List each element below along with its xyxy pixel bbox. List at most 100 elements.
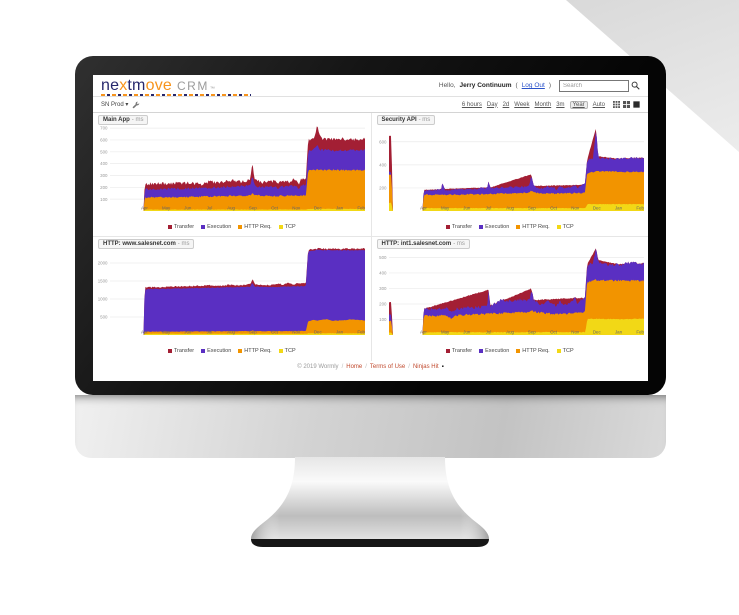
legend-item: Execution: [479, 224, 509, 230]
range-3m[interactable]: 3m: [556, 101, 565, 108]
chart-plot[interactable]: 100 200 300 400 500 600 700 Apr May Jun Jul Aug Sep O…: [93, 115, 369, 223]
x-tick-label: Oct: [550, 329, 558, 334]
legend-item: TCP: [556, 223, 574, 230]
logout-link[interactable]: Log Out: [521, 82, 545, 89]
range-day[interactable]: Day: [486, 101, 498, 108]
x-tick-label: Jul: [207, 329, 213, 334]
x-tick-label: Nov: [571, 205, 580, 210]
legend-swatch: [167, 348, 172, 353]
legend-swatch: [278, 348, 283, 353]
app-footer: © 2019 Wormly / Home / Terms of Use / Ni…: [93, 361, 648, 373]
legend-item: Transfer: [445, 347, 473, 354]
y-tick-label: 200: [100, 185, 108, 190]
legend-swatch: [445, 224, 450, 229]
legend-swatch: [556, 224, 561, 229]
legend-item: Execution: [201, 348, 231, 354]
monitor-bezel: nextmove CRM ™ Hello, Jerry Continuum ( …: [75, 56, 666, 395]
x-tick-label: May: [440, 329, 449, 334]
x-tick-label: May: [162, 205, 171, 210]
y-tick-label: 600: [100, 138, 108, 143]
paren-close: ): [548, 82, 551, 89]
chart-panel-int1-salesnet[interactable]: HTTP: int1.salesnet.com - ms 100 200 300 400…: [370, 237, 649, 361]
legend-swatch: [238, 224, 243, 229]
chart-panel-security-api[interactable]: Security API - ms 200 400 600 Apr May Jun Jul Au…: [370, 113, 648, 237]
chart-panel-main-app[interactable]: Main App - ms 100 200 300 400 500 600 700 Apr May…: [93, 113, 371, 237]
layout-single-icon[interactable]: [633, 101, 640, 108]
legend-label: HTTP Req.: [522, 223, 550, 230]
x-tick-label: Jul: [207, 205, 213, 210]
footer-separator: /: [408, 364, 410, 370]
x-tick-label: May: [162, 329, 171, 334]
x-tick-label: May: [440, 205, 449, 210]
chart-panel-www-salesnet[interactable]: HTTP: www.salesnet.com - ms 500 1000 1500 20…: [93, 237, 371, 361]
legend-label: HTTP Req.: [244, 223, 272, 230]
x-tick-label: Dec: [314, 329, 323, 334]
chart-plot[interactable]: 500 1000 1500 2000 Apr May Jun Jul Aug Sep Oct Nov D…: [93, 239, 369, 347]
search-input[interactable]: [559, 79, 629, 92]
x-tick-label: Oct: [271, 329, 279, 334]
x-tick-label: Jan: [336, 329, 344, 334]
legend-label: Execution: [207, 223, 232, 230]
search-icon[interactable]: [631, 81, 640, 90]
chart-legend: Transfer Execution HTTP Req. TCP: [93, 346, 371, 355]
legend-item: Transfer: [167, 348, 194, 354]
y-tick-label: 500: [100, 149, 108, 154]
chart-plot[interactable]: 100 200 300 400 500 Apr May Jun Jul Aug Sep Oct Nov D…: [372, 239, 648, 347]
legend-label: TCP: [284, 347, 296, 354]
series-area-HTTP Req.: [388, 279, 644, 335]
series-area-HTTP Req.: [110, 319, 365, 335]
environment-selector[interactable]: SN Prod ▾: [101, 102, 129, 108]
x-tick-label: Jun: [463, 329, 471, 334]
chevron-down-icon: ▾: [125, 102, 129, 108]
footer-link-terms[interactable]: Terms of Use: [369, 364, 406, 370]
y-tick-label: 100: [379, 317, 387, 322]
legend-item: TCP: [278, 223, 296, 230]
logo-product: CRM: [177, 78, 209, 93]
legend-swatch: [201, 348, 206, 353]
range-week[interactable]: Week: [514, 101, 530, 108]
footer-link-ninjas[interactable]: Ninjas Hit: [412, 364, 439, 370]
wrench-icon[interactable]: [132, 101, 140, 109]
legend-swatch: [445, 348, 450, 353]
x-tick-label: Apr: [141, 205, 148, 210]
chart-title: HTTP: www.salesnet.com - ms: [98, 239, 195, 249]
charts-grid: Main App - ms 100 200 300 400 500 600 700 Apr May…: [93, 113, 648, 361]
legend-swatch: [516, 224, 521, 229]
legend-label: Execution: [485, 223, 510, 230]
monitor-chin: [75, 395, 666, 458]
legend-label: Transfer: [451, 347, 473, 354]
legend-label: Execution: [207, 347, 232, 354]
range-auto[interactable]: Auto: [592, 101, 605, 108]
footer-link-home[interactable]: Home: [346, 364, 363, 370]
range-month[interactable]: Month: [534, 101, 552, 108]
legend-item: Transfer: [167, 224, 194, 230]
greeting-text: Hello,: [438, 82, 456, 89]
y-tick-label: 300: [379, 286, 387, 291]
legend-item: TCP: [278, 347, 296, 354]
range-2d[interactable]: 2d: [502, 101, 510, 108]
logo-link[interactable]: nextmove CRM ™: [101, 77, 215, 95]
ninja-icon: ▪: [441, 364, 444, 370]
legend-label: TCP: [562, 223, 574, 230]
app-header: nextmove CRM ™ Hello, Jerry Continuum ( …: [93, 75, 648, 96]
x-tick-label: Jan: [336, 205, 344, 210]
y-tick-label: 200: [379, 302, 387, 307]
legend-item: HTTP Req.: [516, 348, 550, 354]
x-tick-label: Jan: [614, 329, 622, 334]
footer-separator: /: [341, 364, 344, 370]
x-tick-label: Sep: [527, 329, 535, 334]
legend-item: Execution: [479, 348, 509, 354]
copyright-text: © 2019 Wormly: [297, 364, 339, 370]
screen: nextmove CRM ™ Hello, Jerry Continuum ( …: [93, 75, 648, 381]
range-6hours[interactable]: 6 hours: [461, 101, 482, 108]
layout-grid-2x2-icon[interactable]: [623, 101, 630, 108]
x-tick-label: Sep: [527, 205, 535, 210]
y-tick-label: 500: [379, 255, 387, 260]
legend-label: HTTP Req.: [244, 347, 272, 354]
range-year[interactable]: Year: [569, 100, 588, 109]
legend-swatch: [278, 224, 283, 229]
legend-label: TCP: [284, 223, 296, 230]
layout-grid-small-icon[interactable]: [613, 101, 620, 108]
y-tick-label: 2000: [98, 261, 108, 266]
chart-plot[interactable]: 200 400 600 Apr May Jun Jul Aug Sep Oct Nov Dec Jan F…: [372, 115, 648, 223]
